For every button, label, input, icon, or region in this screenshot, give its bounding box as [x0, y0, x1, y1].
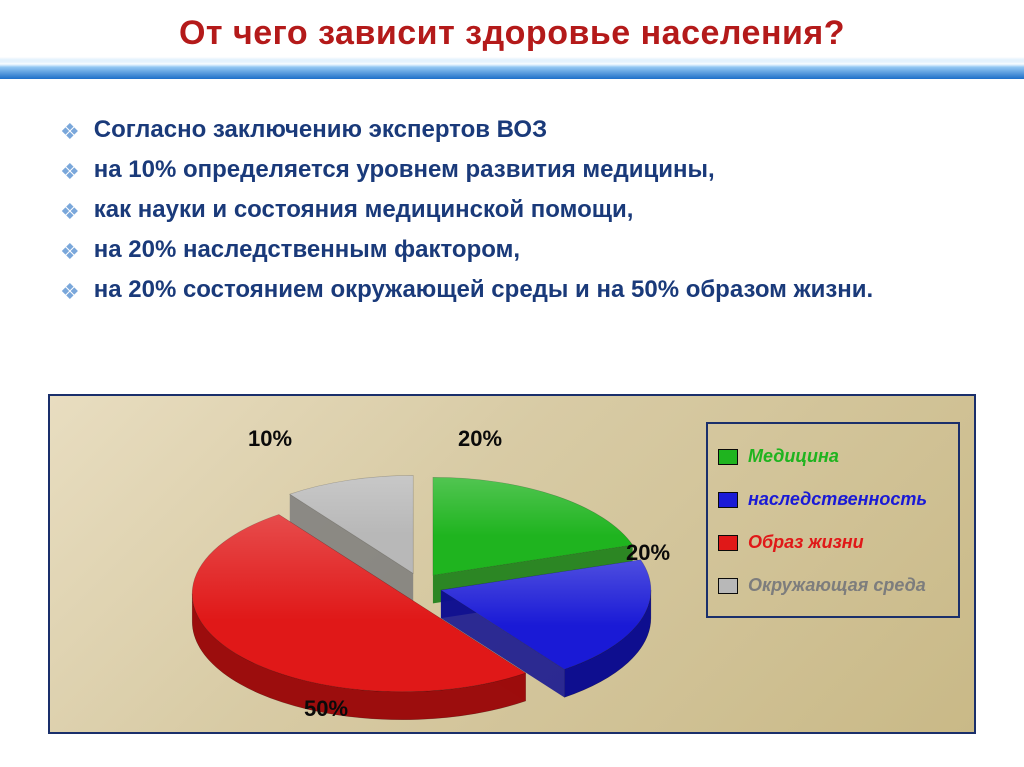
bullet-list: ❖ Согласно заключению экспертов ВОЗ ❖ на… — [0, 94, 1024, 322]
swatch-icon — [718, 535, 738, 551]
diamond-icon: ❖ — [60, 241, 80, 263]
bullet-item: ❖ Согласно заключению экспертов ВОЗ — [60, 116, 994, 144]
legend-item-heredity: наследственность — [718, 489, 948, 510]
pct-label-env: 10% — [248, 426, 292, 452]
bullet-item: ❖ как науки и состояния медицинской помо… — [60, 196, 994, 224]
bullet-text: Согласно заключению экспертов ВОЗ — [94, 116, 547, 144]
swatch-icon — [718, 449, 738, 465]
legend-item-environment: Окружающая среда — [718, 575, 948, 596]
bullet-item: ❖ на 20% состоянием окружающей среды и н… — [60, 276, 994, 304]
bullet-item: ❖ на 10% определяется уровнем развития м… — [60, 156, 994, 184]
diamond-icon: ❖ — [60, 161, 80, 183]
legend-label: наследственность — [748, 489, 927, 510]
diamond-icon: ❖ — [60, 121, 80, 143]
swatch-icon — [718, 492, 738, 508]
chart-plot-area: 10% 20% 20% 50% — [50, 396, 690, 732]
pct-label-her: 20% — [626, 540, 670, 566]
diamond-icon: ❖ — [60, 281, 80, 303]
bullet-item: ❖ на 20% наследственным фактором, — [60, 236, 994, 264]
pct-label-life: 50% — [304, 696, 348, 722]
title-band: От чего зависит здоровье населения? — [0, 0, 1024, 94]
chart-legend: Медицина наследственность Образ жизни Ок… — [706, 422, 960, 618]
legend-item-lifestyle: Образ жизни — [718, 532, 948, 553]
pct-label-med: 20% — [458, 426, 502, 452]
legend-item-medicine: Медицина — [718, 446, 948, 467]
bullet-text: на 20% наследственным фактором, — [94, 236, 520, 264]
bullet-text: на 10% определяется уровнем развития мед… — [94, 156, 715, 184]
legend-label: Медицина — [748, 446, 839, 467]
diamond-icon: ❖ — [60, 201, 80, 223]
slide: От чего зависит здоровье населения? ❖ — [0, 0, 1024, 767]
legend-label: Окружающая среда — [748, 575, 926, 596]
bullet-text: на 20% состоянием окружающей среды и на … — [94, 276, 873, 304]
bullet-text: как науки и состояния медицинской помощи… — [94, 196, 634, 224]
title-underline-glow — [0, 57, 1024, 79]
legend-label: Образ жизни — [748, 532, 864, 553]
slide-title: От чего зависит здоровье населения? — [0, 14, 1024, 53]
swatch-icon — [718, 578, 738, 594]
chart-container: 10% 20% 20% 50% Медицина наследственност… — [48, 394, 976, 734]
